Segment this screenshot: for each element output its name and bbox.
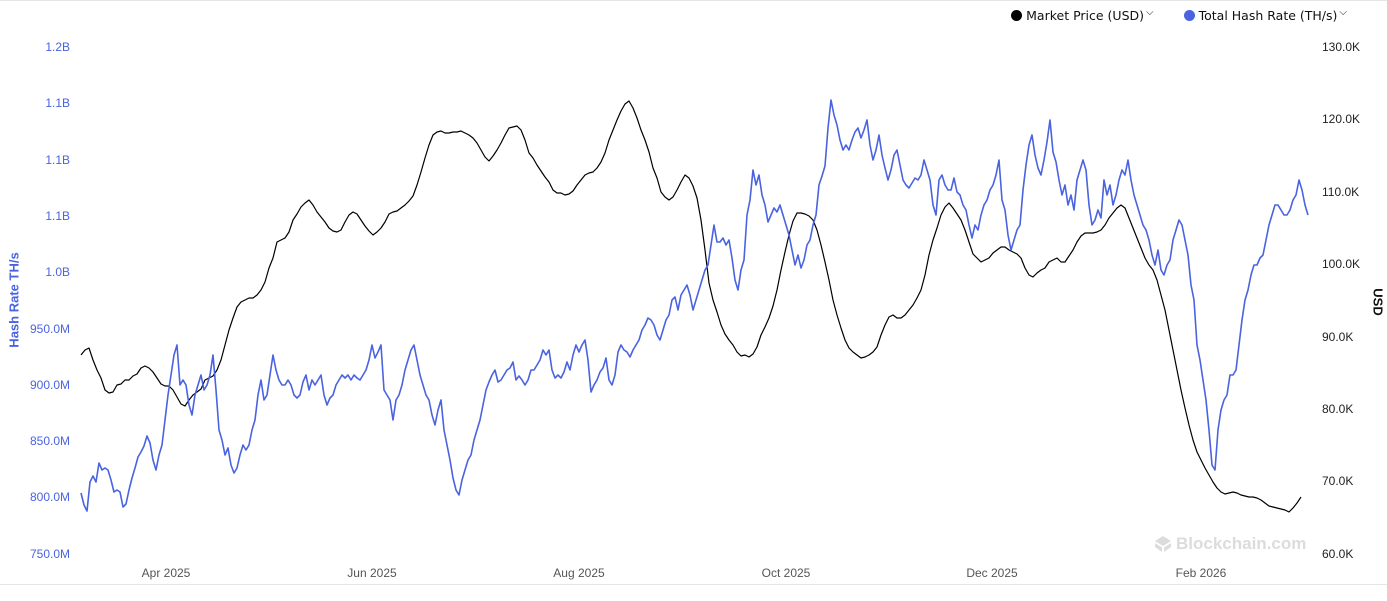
- x-axis-tick: Oct 2025: [761, 566, 811, 580]
- left-axis-tick: 1.1B: [45, 208, 70, 223]
- legend: Market Price (USD) ⌵ Total Hash Rate (TH…: [1011, 7, 1347, 23]
- x-axis-tick: Aug 2025: [553, 566, 605, 580]
- left-axis-tick: 1.0B: [45, 265, 70, 280]
- chevron-down-icon[interactable]: ⌵: [1339, 7, 1347, 18]
- chevron-down-icon[interactable]: ⌵: [1146, 7, 1154, 18]
- right-axis-tick: 110.0K: [1322, 184, 1360, 199]
- hash-rate-dot-icon: [1183, 10, 1195, 21]
- market-price-dot-icon: [1011, 10, 1023, 21]
- right-axis-tick: 80.0K: [1322, 402, 1354, 416]
- left-axis-tick: 850.0M: [29, 434, 70, 449]
- x-axis-tick: Feb 2026: [1175, 566, 1227, 580]
- right-axis-tick: 60.0K: [1322, 546, 1354, 561]
- left-axis-tick: 1.1B: [45, 96, 70, 111]
- legend-item-hash-rate[interactable]: Total Hash Rate (TH/s) ⌵: [1183, 7, 1347, 23]
- legend-item-market-price[interactable]: Market Price (USD) ⌵: [1011, 7, 1154, 23]
- x-axis-tick: Dec 2025: [966, 566, 1018, 580]
- left-axis-tick: 900.0M: [29, 377, 70, 392]
- right-axis-tick: 100.0K: [1322, 257, 1361, 272]
- left-axis-tick: 1.1B: [45, 152, 70, 167]
- top-border: [0, 0, 1387, 1]
- bottom-border: [0, 584, 1387, 585]
- hash-rate-line: [80, 99, 1309, 512]
- left-axis-tick: 950.0M: [29, 321, 70, 336]
- blockchain-logo-icon: [1155, 536, 1171, 552]
- x-axis-tick: Apr 2025: [141, 566, 191, 580]
- left-axis-tick: 750.0M: [29, 546, 70, 561]
- right-axis-tick: 120.0K: [1322, 112, 1361, 127]
- legend-label-hash-rate: Total Hash Rate (TH/s): [1198, 8, 1338, 23]
- right-axis-tick: 70.0K: [1322, 474, 1354, 489]
- watermark-text: Blockchain.com: [1176, 534, 1307, 553]
- x-axis-tick: Jun 2025: [347, 566, 397, 580]
- market-price-line: [80, 100, 1302, 513]
- left-axis-tick: 1.2B: [45, 40, 70, 54]
- right-axis-tick: 90.0K: [1322, 329, 1354, 344]
- right-axis-tick: 130.0K: [1322, 40, 1361, 54]
- watermark: Blockchain.com: [1154, 534, 1306, 554]
- left-axis-tick: 800.0M: [29, 490, 70, 505]
- legend-label-market-price: Market Price (USD): [1026, 8, 1145, 23]
